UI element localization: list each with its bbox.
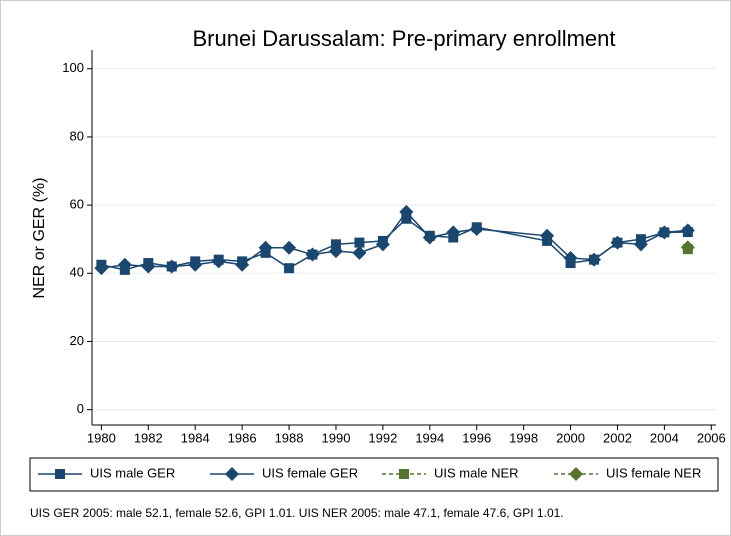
x-tick-label: 2002 <box>603 430 632 445</box>
x-tick-label: 1986 <box>228 430 257 445</box>
x-tick-label: 1980 <box>87 430 116 445</box>
legend-label: UIS male NER <box>434 465 519 480</box>
data-point <box>282 240 297 255</box>
x-tick-label: 1990 <box>322 430 351 445</box>
data-point <box>399 204 414 219</box>
legend-marker <box>55 469 65 479</box>
note: UIS GER 2005: male 52.1, female 52.6, GP… <box>30 506 564 520</box>
data-point <box>235 257 250 272</box>
y-tick-label: 100 <box>62 60 84 75</box>
x-tick-label: 1996 <box>462 430 491 445</box>
legend-box <box>29 457 719 492</box>
chart-title: Brunei Darussalam: Pre-primary enrollmen… <box>192 26 615 51</box>
y-tick-label: 40 <box>70 265 84 280</box>
data-point <box>587 252 602 267</box>
data-point <box>540 228 555 243</box>
x-tick-label: 2004 <box>650 430 679 445</box>
data-point <box>422 230 437 245</box>
x-tick-label: 1992 <box>368 430 397 445</box>
y-tick-label: 20 <box>70 333 84 348</box>
x-tick-label: 1984 <box>181 430 210 445</box>
data-point <box>680 223 695 238</box>
legend-marker <box>399 469 409 479</box>
x-tick-label: 2000 <box>556 430 585 445</box>
data-point <box>352 245 367 260</box>
data-point <box>305 247 320 262</box>
data-point <box>563 250 578 265</box>
data-point <box>610 235 625 250</box>
y-tick-label: 60 <box>70 197 84 212</box>
legend-label: UIS male GER <box>90 465 175 480</box>
data-point <box>657 225 672 240</box>
data-point <box>680 240 695 255</box>
x-tick-label: 2006 <box>697 430 726 445</box>
data-point <box>188 257 203 272</box>
x-tick-label: 1998 <box>509 430 538 445</box>
legend-label: UIS female GER <box>262 465 358 480</box>
legend-label: UIS female NER <box>606 465 701 480</box>
data-point <box>211 254 226 269</box>
y-tick-label: 0 <box>77 401 84 416</box>
data-point <box>446 225 461 240</box>
data-point <box>94 261 109 276</box>
data-point <box>469 221 484 236</box>
x-tick-label: 1982 <box>134 430 163 445</box>
x-tick-label: 1988 <box>275 430 304 445</box>
data-point <box>141 259 156 274</box>
data-point <box>117 257 132 272</box>
data-point <box>354 237 365 248</box>
data-point <box>258 240 273 255</box>
data-point <box>164 259 179 274</box>
y-axis-label: NER or GER (%) <box>31 178 48 299</box>
legend-marker <box>225 467 239 481</box>
data-point <box>328 244 343 259</box>
legend-marker <box>569 467 583 481</box>
data-point <box>375 237 390 252</box>
x-tick-label: 1994 <box>415 430 444 445</box>
y-tick-label: 80 <box>70 128 84 143</box>
data-point <box>284 263 295 274</box>
data-point <box>633 237 648 252</box>
